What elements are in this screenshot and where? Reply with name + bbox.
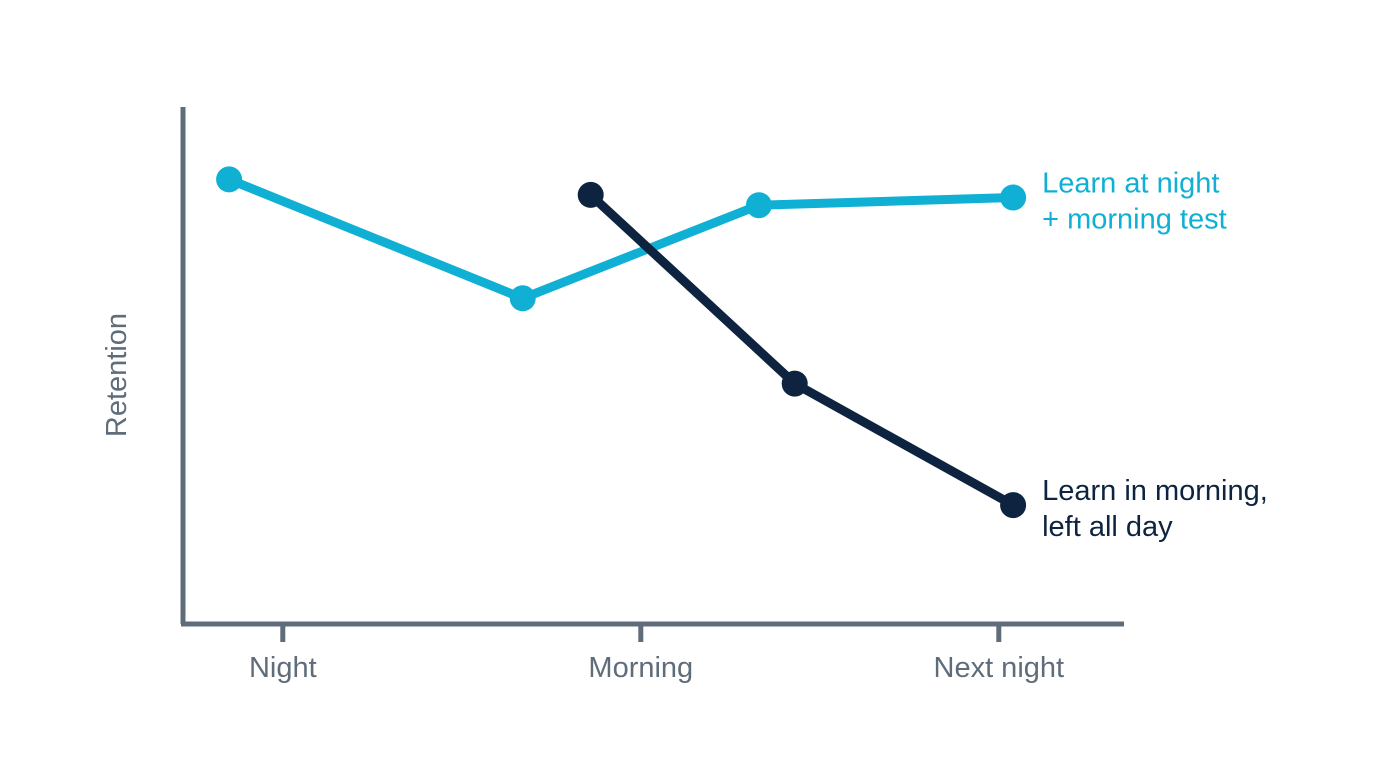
series-0-label-line: + morning test bbox=[1042, 204, 1227, 236]
series-0-point bbox=[745, 192, 772, 219]
x-tick-label: Night bbox=[249, 652, 317, 684]
series-line-0 bbox=[224, 174, 1018, 303]
series-1-label-line: Learn in morning, bbox=[1042, 475, 1268, 507]
series-0-label-line: Learn at night bbox=[1042, 168, 1219, 200]
x-tick-label: Morning bbox=[588, 652, 693, 684]
series-0-point bbox=[1000, 184, 1027, 211]
axes: Retention bbox=[101, 107, 1124, 627]
series-0-point bbox=[509, 285, 536, 312]
series-1-point bbox=[577, 181, 604, 208]
series-labels: Learn at night + morning test Learn in mor… bbox=[1042, 168, 1268, 544]
series-1-point bbox=[1000, 492, 1027, 519]
series-layer bbox=[216, 166, 1027, 519]
series-1-label-line: left all day bbox=[1042, 511, 1173, 543]
series-0-point bbox=[216, 166, 243, 193]
y-axis-title: Retention bbox=[101, 313, 133, 437]
series-line-1 bbox=[586, 190, 1018, 510]
x-axis-ticks: Night Morning Next night bbox=[249, 624, 1064, 684]
series-1-point bbox=[781, 370, 808, 397]
x-tick-label: Next night bbox=[934, 652, 1065, 684]
